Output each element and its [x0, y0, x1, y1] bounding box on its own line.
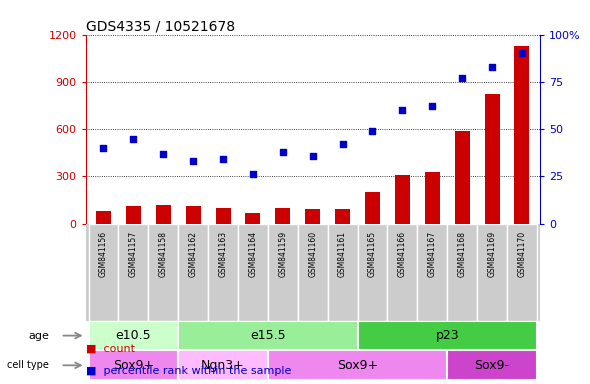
Text: GDS4335 / 10521678: GDS4335 / 10521678 [86, 20, 235, 33]
Text: GSM841164: GSM841164 [248, 231, 257, 278]
Point [188, 158, 198, 164]
Bar [305, 209, 320, 223]
Text: GSM841162: GSM841162 [189, 231, 198, 277]
Bar [245, 212, 260, 223]
Text: Sox9-: Sox9- [474, 359, 510, 372]
Bar [119, 223, 148, 321]
Point [487, 64, 497, 70]
Bar [514, 46, 529, 223]
Text: p23: p23 [435, 329, 459, 342]
Text: GSM841156: GSM841156 [99, 231, 108, 278]
Bar [358, 223, 388, 321]
Point [99, 145, 108, 151]
Point [159, 151, 168, 157]
Bar [88, 321, 178, 351]
Point [517, 50, 527, 56]
Text: GSM841159: GSM841159 [278, 231, 287, 278]
Bar [447, 351, 537, 380]
Bar [148, 223, 178, 321]
Text: GSM841168: GSM841168 [458, 231, 467, 277]
Bar [327, 223, 358, 321]
Point [428, 103, 437, 109]
Text: e15.5: e15.5 [250, 329, 286, 342]
Text: ■  count: ■ count [86, 343, 135, 353]
Bar [447, 223, 477, 321]
Point [278, 149, 287, 155]
Bar [96, 211, 111, 223]
Text: Sox9+: Sox9+ [113, 359, 154, 372]
Text: GSM841161: GSM841161 [338, 231, 347, 277]
Bar [276, 208, 290, 223]
Text: Ngn3+: Ngn3+ [201, 359, 245, 372]
Text: GSM841160: GSM841160 [308, 231, 317, 278]
Text: ■  percentile rank within the sample: ■ percentile rank within the sample [86, 366, 291, 376]
Point [338, 141, 348, 147]
Bar [388, 223, 417, 321]
Point [218, 156, 228, 162]
Text: Sox9+: Sox9+ [337, 359, 378, 372]
Text: GSM841158: GSM841158 [159, 231, 168, 277]
Bar [178, 321, 358, 351]
Bar [365, 192, 380, 223]
Bar [477, 223, 507, 321]
Text: age: age [28, 331, 49, 341]
Bar [507, 223, 537, 321]
Point [457, 75, 467, 81]
Text: GSM841166: GSM841166 [398, 231, 407, 278]
Bar [417, 223, 447, 321]
Point [308, 152, 317, 159]
Bar [238, 223, 268, 321]
Bar [268, 351, 447, 380]
Bar [215, 208, 231, 223]
Bar [484, 94, 500, 223]
Text: GSM841169: GSM841169 [487, 231, 497, 278]
Bar [88, 351, 178, 380]
Bar [186, 206, 201, 223]
Text: GSM841163: GSM841163 [218, 231, 228, 278]
Text: e10.5: e10.5 [116, 329, 151, 342]
Text: GSM841170: GSM841170 [517, 231, 526, 278]
Point [248, 171, 258, 177]
Bar [335, 209, 350, 223]
Bar [126, 206, 141, 223]
Bar [455, 131, 470, 223]
Bar [425, 172, 440, 223]
Point [129, 136, 138, 142]
Bar [178, 223, 208, 321]
Point [398, 107, 407, 113]
Text: GSM841157: GSM841157 [129, 231, 138, 278]
Bar [88, 223, 119, 321]
Text: cell type: cell type [7, 360, 49, 370]
Bar [395, 175, 410, 223]
Bar [358, 321, 537, 351]
Bar [298, 223, 327, 321]
Text: GSM841165: GSM841165 [368, 231, 377, 278]
Bar [268, 223, 298, 321]
Bar [156, 205, 171, 223]
Bar [208, 223, 238, 321]
Bar [178, 351, 268, 380]
Point [368, 128, 377, 134]
Text: GSM841167: GSM841167 [428, 231, 437, 278]
